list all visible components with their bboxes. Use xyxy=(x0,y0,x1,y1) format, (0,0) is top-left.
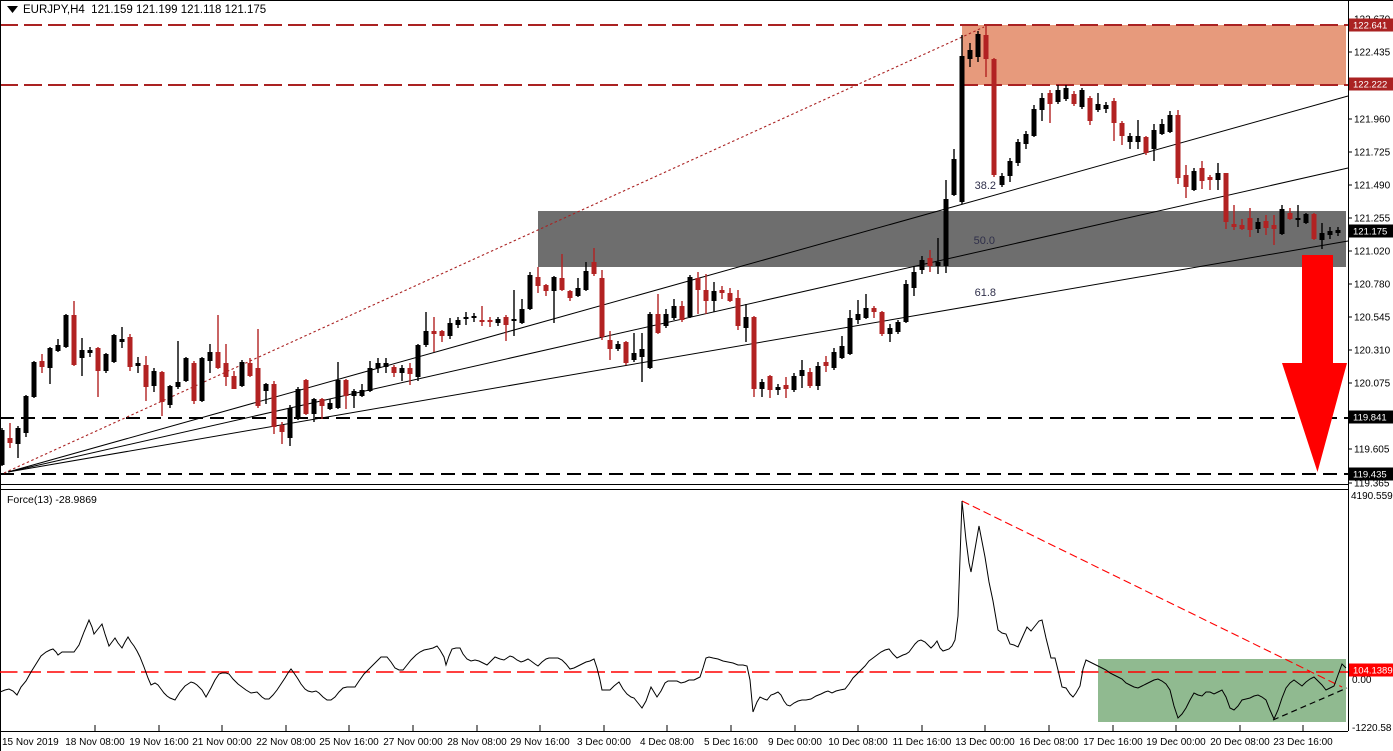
svg-text:22 Nov 08:00: 22 Nov 08:00 xyxy=(256,737,316,748)
svg-text:61.8: 61.8 xyxy=(975,287,996,299)
svg-text:121.020: 121.020 xyxy=(1354,247,1391,258)
svg-text:122.641: 122.641 xyxy=(1353,21,1387,32)
svg-text:121.490: 121.490 xyxy=(1354,181,1391,192)
svg-text:18 Nov 08:00: 18 Nov 08:00 xyxy=(65,737,125,748)
svg-text:13 Dec 00:00: 13 Dec 00:00 xyxy=(955,737,1015,748)
svg-text:23 Dec 16:00: 23 Dec 16:00 xyxy=(1273,737,1333,748)
svg-text:121.725: 121.725 xyxy=(1354,148,1391,159)
svg-text:16 Dec 08:00: 16 Dec 08:00 xyxy=(1019,737,1079,748)
svg-text:19 Dec 00:00: 19 Dec 00:00 xyxy=(1146,737,1206,748)
svg-text:25 Nov 16:00: 25 Nov 16:00 xyxy=(319,737,379,748)
svg-text:EURJPY,H4 121.159 121.199 121: EURJPY,H4 121.159 121.199 121.118 121.17… xyxy=(23,4,266,16)
svg-text:27 Nov 00:00: 27 Nov 00:00 xyxy=(383,737,443,748)
svg-text:119.605: 119.605 xyxy=(1354,445,1390,456)
svg-text:122.222: 122.222 xyxy=(1353,80,1387,91)
svg-text:119.365: 119.365 xyxy=(1354,479,1390,490)
svg-text:9 Dec 00:00: 9 Dec 00:00 xyxy=(768,737,822,748)
svg-text:104.1389: 104.1389 xyxy=(1353,666,1393,677)
svg-text:Force(13) -28.9869: Force(13) -28.9869 xyxy=(7,494,97,506)
svg-text:0.00: 0.00 xyxy=(1352,675,1372,686)
svg-text:19 Nov 16:00: 19 Nov 16:00 xyxy=(129,737,189,748)
svg-text:20 Dec 08:00: 20 Dec 08:00 xyxy=(1210,737,1270,748)
svg-text:4 Dec 08:00: 4 Dec 08:00 xyxy=(640,737,694,748)
svg-text:4190.5598: 4190.5598 xyxy=(1351,491,1393,502)
svg-text:120.780: 120.780 xyxy=(1354,280,1391,291)
svg-text:15 Nov 2019: 15 Nov 2019 xyxy=(2,737,59,748)
svg-text:21 Nov 00:00: 21 Nov 00:00 xyxy=(192,737,252,748)
svg-text:120.075: 120.075 xyxy=(1354,379,1391,390)
svg-text:17 Dec 16:00: 17 Dec 16:00 xyxy=(1083,737,1143,748)
svg-text:119.841: 119.841 xyxy=(1353,413,1387,424)
svg-text:11 Dec 16:00: 11 Dec 16:00 xyxy=(893,737,952,748)
svg-text:38.2: 38.2 xyxy=(975,180,996,192)
svg-text:120.310: 120.310 xyxy=(1354,346,1391,357)
svg-text:10 Dec 08:00: 10 Dec 08:00 xyxy=(828,737,888,748)
svg-text:50.0: 50.0 xyxy=(974,235,995,247)
svg-text:119.435: 119.435 xyxy=(1353,470,1387,481)
svg-text:121.255: 121.255 xyxy=(1354,214,1391,225)
svg-text:29 Nov 16:00: 29 Nov 16:00 xyxy=(510,737,570,748)
svg-text:120.545: 120.545 xyxy=(1354,313,1391,324)
svg-text:28 Nov 08:00: 28 Nov 08:00 xyxy=(447,737,507,748)
svg-text:5 Dec 16:00: 5 Dec 16:00 xyxy=(704,737,758,748)
svg-text:121.960: 121.960 xyxy=(1354,115,1391,126)
svg-text:121.175: 121.175 xyxy=(1353,227,1387,238)
svg-text:-1220.58: -1220.58 xyxy=(1352,723,1392,734)
svg-text:122.435: 122.435 xyxy=(1354,48,1391,59)
svg-text:3 Dec 00:00: 3 Dec 00:00 xyxy=(577,737,631,748)
